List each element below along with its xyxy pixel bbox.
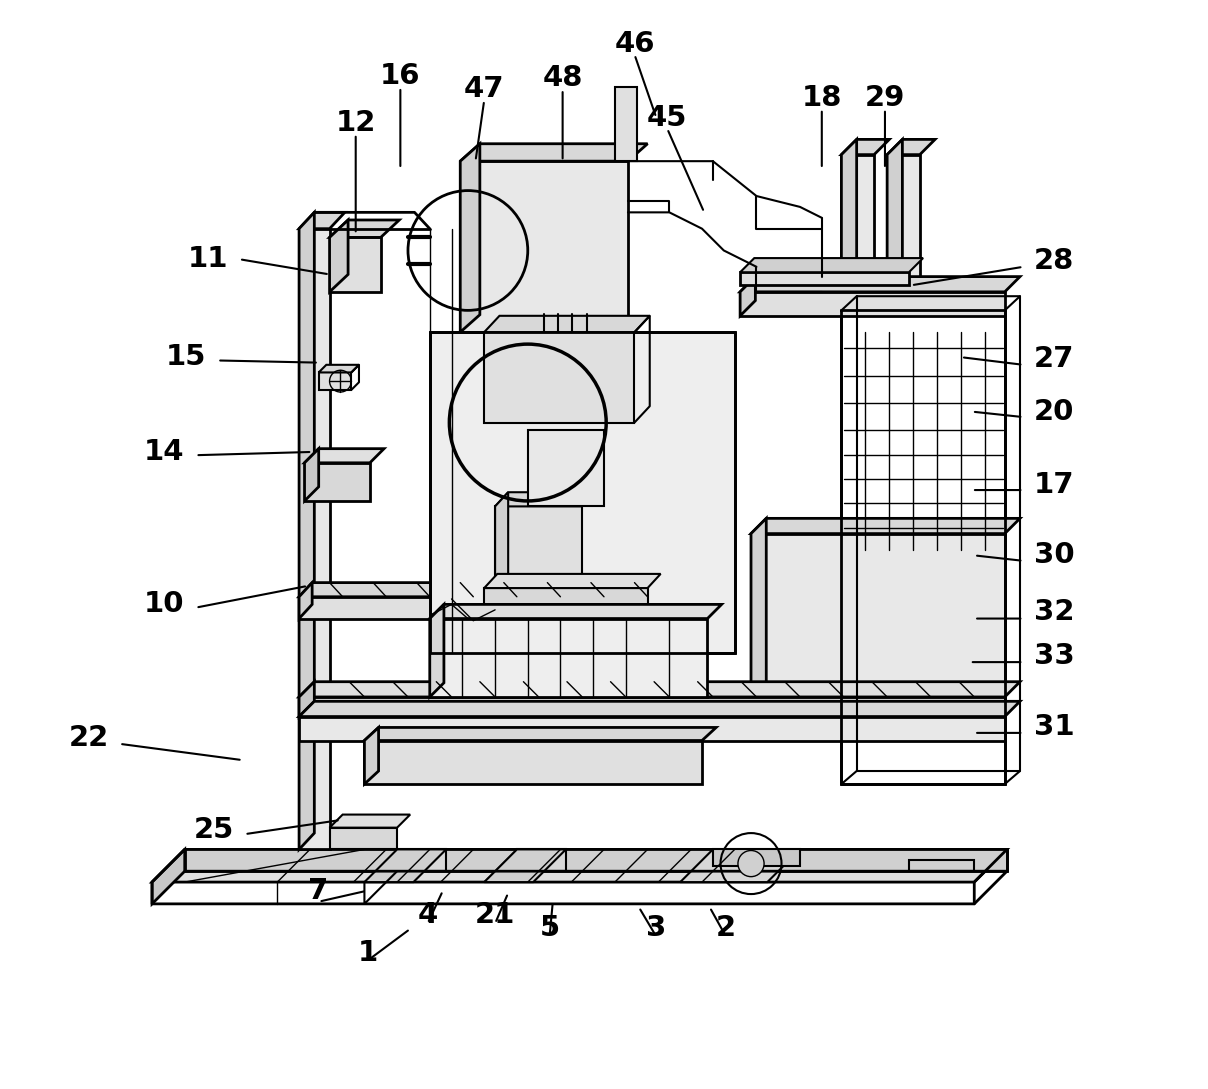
Polygon shape xyxy=(495,492,596,506)
Text: 21: 21 xyxy=(475,901,516,929)
Polygon shape xyxy=(365,727,378,784)
Polygon shape xyxy=(751,534,1005,697)
Polygon shape xyxy=(152,849,1007,882)
Text: 16: 16 xyxy=(381,62,420,90)
Polygon shape xyxy=(528,430,604,506)
Polygon shape xyxy=(887,155,919,310)
Polygon shape xyxy=(751,518,766,697)
Text: 30: 30 xyxy=(1034,541,1075,570)
Text: 32: 32 xyxy=(1034,598,1075,626)
Polygon shape xyxy=(680,849,800,882)
Polygon shape xyxy=(842,155,875,310)
Polygon shape xyxy=(319,372,352,390)
Text: 17: 17 xyxy=(1034,470,1075,499)
Polygon shape xyxy=(430,604,721,619)
Polygon shape xyxy=(330,237,381,292)
Text: 46: 46 xyxy=(614,29,655,58)
Text: 15: 15 xyxy=(167,343,207,371)
Text: 28: 28 xyxy=(1034,247,1074,276)
Polygon shape xyxy=(887,139,902,310)
Polygon shape xyxy=(304,449,384,463)
Polygon shape xyxy=(330,220,348,292)
Text: 33: 33 xyxy=(1034,641,1075,670)
Polygon shape xyxy=(304,449,319,501)
Polygon shape xyxy=(304,463,370,501)
Polygon shape xyxy=(495,506,582,588)
Text: 14: 14 xyxy=(144,438,185,466)
Polygon shape xyxy=(365,727,716,741)
Text: 4: 4 xyxy=(418,901,437,929)
Polygon shape xyxy=(460,144,480,332)
Polygon shape xyxy=(330,220,400,237)
Polygon shape xyxy=(152,849,185,904)
Polygon shape xyxy=(842,139,889,155)
Polygon shape xyxy=(185,849,1007,871)
Polygon shape xyxy=(495,492,509,588)
Polygon shape xyxy=(751,518,1020,534)
Polygon shape xyxy=(615,87,637,161)
Polygon shape xyxy=(741,272,908,285)
Text: 20: 20 xyxy=(1034,397,1075,426)
Text: 31: 31 xyxy=(1034,713,1075,742)
Circle shape xyxy=(738,851,765,877)
Polygon shape xyxy=(365,741,702,784)
Text: 5: 5 xyxy=(540,914,559,942)
Polygon shape xyxy=(300,682,1020,697)
Polygon shape xyxy=(842,139,856,310)
Text: 2: 2 xyxy=(716,914,736,942)
Polygon shape xyxy=(430,619,708,697)
Text: 3: 3 xyxy=(646,914,667,942)
Text: 29: 29 xyxy=(865,84,905,112)
Text: 12: 12 xyxy=(336,109,376,137)
Polygon shape xyxy=(460,144,647,161)
Text: 11: 11 xyxy=(187,245,228,273)
Polygon shape xyxy=(300,212,314,849)
Polygon shape xyxy=(300,583,704,597)
Polygon shape xyxy=(484,588,647,619)
Polygon shape xyxy=(300,583,312,619)
Polygon shape xyxy=(365,849,446,882)
Polygon shape xyxy=(741,277,755,316)
Polygon shape xyxy=(300,717,1005,741)
Text: 47: 47 xyxy=(464,75,505,103)
Polygon shape xyxy=(430,332,734,653)
Polygon shape xyxy=(741,258,923,272)
Text: 1: 1 xyxy=(358,939,378,967)
Polygon shape xyxy=(330,815,411,828)
Polygon shape xyxy=(300,701,1020,717)
Polygon shape xyxy=(887,139,935,155)
Polygon shape xyxy=(484,332,634,423)
Polygon shape xyxy=(484,316,650,332)
Polygon shape xyxy=(741,292,1005,316)
Text: 18: 18 xyxy=(802,84,842,112)
Polygon shape xyxy=(741,277,1020,292)
Polygon shape xyxy=(484,849,565,882)
Polygon shape xyxy=(300,697,1005,717)
Polygon shape xyxy=(300,597,691,619)
Text: 22: 22 xyxy=(69,724,109,752)
Text: 45: 45 xyxy=(647,103,687,132)
Polygon shape xyxy=(397,849,446,871)
Polygon shape xyxy=(460,161,628,332)
Polygon shape xyxy=(300,229,330,849)
Polygon shape xyxy=(300,682,314,717)
Text: 25: 25 xyxy=(193,816,233,844)
Text: 10: 10 xyxy=(144,590,185,619)
Polygon shape xyxy=(330,828,397,849)
Text: 48: 48 xyxy=(542,64,582,93)
Polygon shape xyxy=(713,849,800,866)
Polygon shape xyxy=(908,860,975,871)
Polygon shape xyxy=(300,212,344,229)
Polygon shape xyxy=(430,604,443,697)
Polygon shape xyxy=(517,849,565,871)
Polygon shape xyxy=(484,574,661,588)
Text: 7: 7 xyxy=(308,877,329,905)
Polygon shape xyxy=(319,365,359,372)
Text: 27: 27 xyxy=(1034,345,1075,374)
